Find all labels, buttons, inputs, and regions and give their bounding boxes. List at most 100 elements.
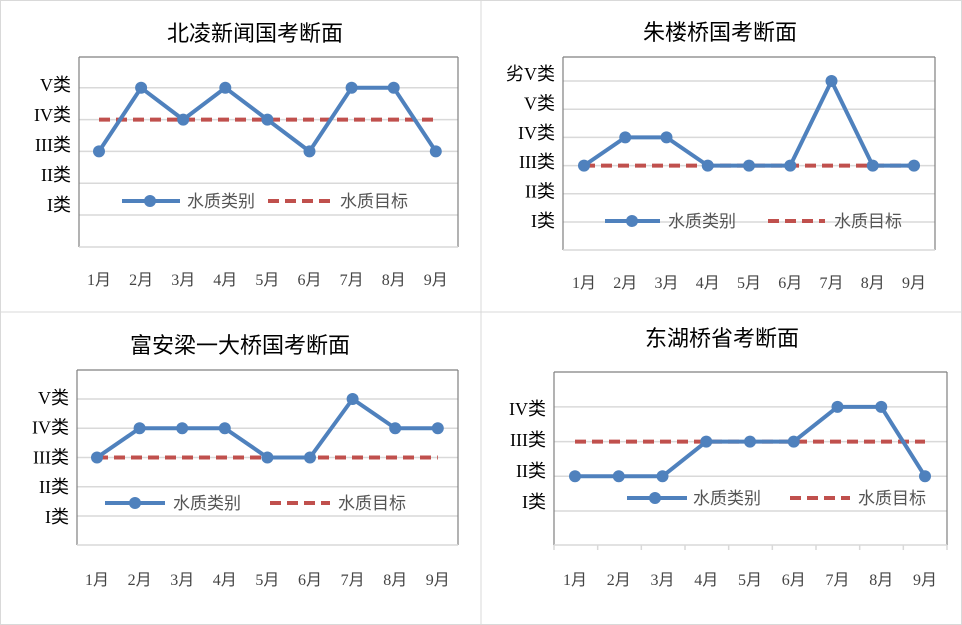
data-point [700,435,713,448]
chart-title: 北凌新闻国考断面 [167,21,343,46]
y-tick-label: 劣V类 [506,64,555,84]
data-point [429,145,442,158]
y-tick-label: I类 [531,211,555,231]
x-tick-label: 4月 [694,572,718,589]
legend-series-label: 水质类别 [173,494,241,514]
chart-title: 朱楼桥国考断面 [643,20,797,45]
x-tick-label: 1月 [563,572,587,589]
x-tick-label: 3月 [171,272,195,289]
y-tick-label: II类 [41,165,71,185]
x-tick-label: 6月 [778,275,802,292]
data-point [346,393,359,405]
data-point [866,159,879,172]
x-tick-label: 9月 [424,272,448,289]
x-tick-label: 1月 [572,275,596,292]
x-tick-label: 3月 [654,275,678,292]
x-tick-label: 5月 [255,572,279,589]
data-point [612,470,625,483]
data-point [743,159,755,172]
chart-1: 北凌新闻国考断面 I类 II类 III类 IV类 V类 1月 2月 3月 4月 5月 6月 7月 8月 9月… [34,21,459,289]
data-point [787,435,800,448]
x-tick-label: 1月 [85,572,109,589]
legend-series-label: 水质类别 [693,489,761,509]
legend-target-label: 水质目标 [340,192,408,212]
x-tick-label: 5月 [737,275,761,292]
data-point [701,159,714,172]
chart-4: 东湖桥省考断面 I类 II类 III类 IV类 1月 2月 3月 4月 5月 6月 7月 8月 9月 水质类… [509,326,948,589]
data-point [177,113,190,126]
x-tick-label: 7月 [819,275,843,292]
y-tick-label: II类 [525,182,555,202]
data-point [93,145,105,158]
chart-2: 朱楼桥国考断面 I类 II类 III类 IV类 V类 劣V类 1月 2月 3月 4月 5月 6月 7月 8月… [506,20,936,292]
x-tick-label: 8月 [869,572,893,589]
data-point [919,470,931,483]
y-tick-label: V类 [38,388,69,408]
x-tick-label: 2月 [129,272,153,289]
x-tick-label: 4月 [213,572,237,589]
legend-series-marker [129,497,141,509]
legend-series-marker [144,195,156,207]
data-point [303,145,316,158]
data-point [218,422,231,435]
x-tick-label: 1月 [87,272,111,289]
data-point [135,81,148,94]
x-tick-label: 5月 [255,272,279,289]
y-tick-label: III类 [519,152,555,172]
x-tick-label: 2月 [128,572,152,589]
legend-series-marker [626,215,638,227]
x-tick-label: 7月 [825,572,849,589]
data-point [133,422,146,435]
data-point [345,81,358,94]
data-point [176,422,189,435]
y-tick-label: I类 [45,507,69,527]
chart-title: 富安梁一大桥国考断面 [130,333,350,358]
data-point [569,470,581,483]
x-tick-label: 6月 [297,272,321,289]
y-tick-label: I类 [47,195,71,215]
data-point [875,400,888,413]
y-tick-label: II类 [516,461,546,481]
y-tick-label: IV类 [32,418,69,438]
x-tick-label: 9月 [913,572,937,589]
x-tick-label: 8月 [382,272,406,289]
x-tick-label: 7月 [341,572,365,589]
data-point [825,75,838,87]
data-point [261,113,274,126]
legend-series-label: 水质类别 [668,212,736,232]
legend-target-label: 水质目标 [858,489,926,509]
data-point [908,159,920,172]
x-tick-label: 7月 [340,272,364,289]
legend-series-label: 水质类别 [187,192,255,212]
data-point [578,159,590,172]
y-tick-label: III类 [33,447,69,467]
x-tick-label: 4月 [696,275,720,292]
x-tick-label: 8月 [383,572,407,589]
data-point [431,422,444,435]
x-tick-label: 6月 [782,572,806,589]
legend-target-label: 水质目标 [834,212,902,232]
data-point [660,131,673,144]
y-tick-label: V类 [524,93,555,113]
x-tick-label: 6月 [298,572,322,589]
x-tick-label: 5月 [738,572,762,589]
data-point [91,451,103,464]
y-tick-label: IV类 [518,123,555,143]
data-point [219,81,232,94]
x-tick-label: 4月 [213,272,237,289]
y-tick-label: V类 [40,75,71,95]
data-point [304,451,316,464]
data-point [389,422,402,435]
x-tick-label: 2月 [613,275,637,292]
y-tick-label: III类 [510,430,546,450]
data-point [656,470,669,483]
quality-line [582,79,914,168]
data-point [784,159,797,172]
x-tick-label: 3月 [650,572,674,589]
y-tick-label: II类 [39,477,69,497]
x-tick-label: 3月 [170,572,194,589]
data-point [387,81,400,94]
y-tick-label: III类 [35,135,71,155]
